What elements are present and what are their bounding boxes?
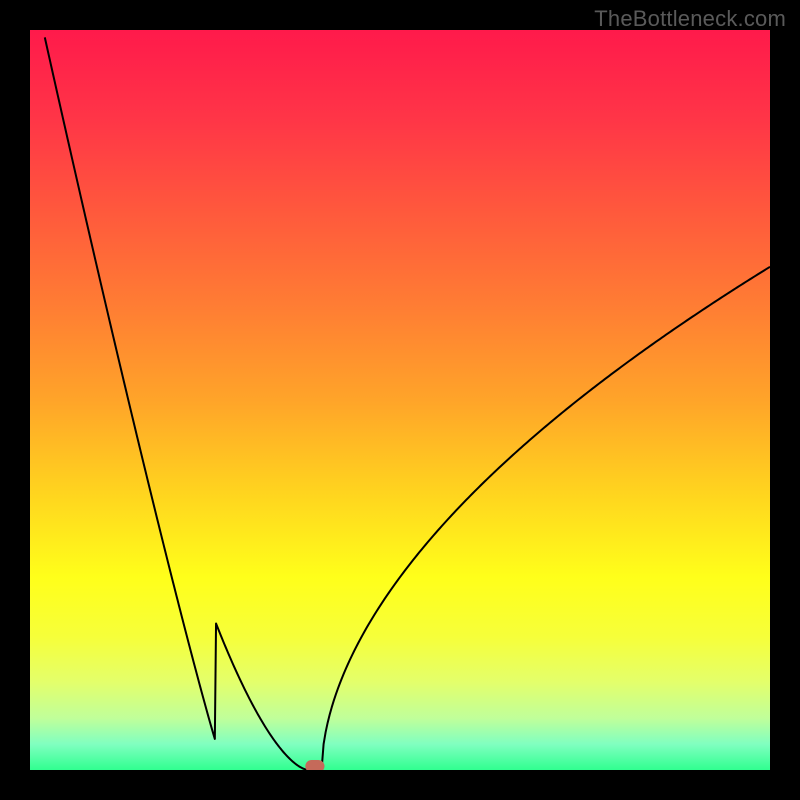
bottleneck-curve-plot [30, 30, 770, 770]
optimal-point-marker [305, 760, 324, 770]
chart-frame: TheBottleneck.com [0, 0, 800, 800]
watermark-text: TheBottleneck.com [594, 6, 786, 32]
plot-background [30, 30, 770, 770]
